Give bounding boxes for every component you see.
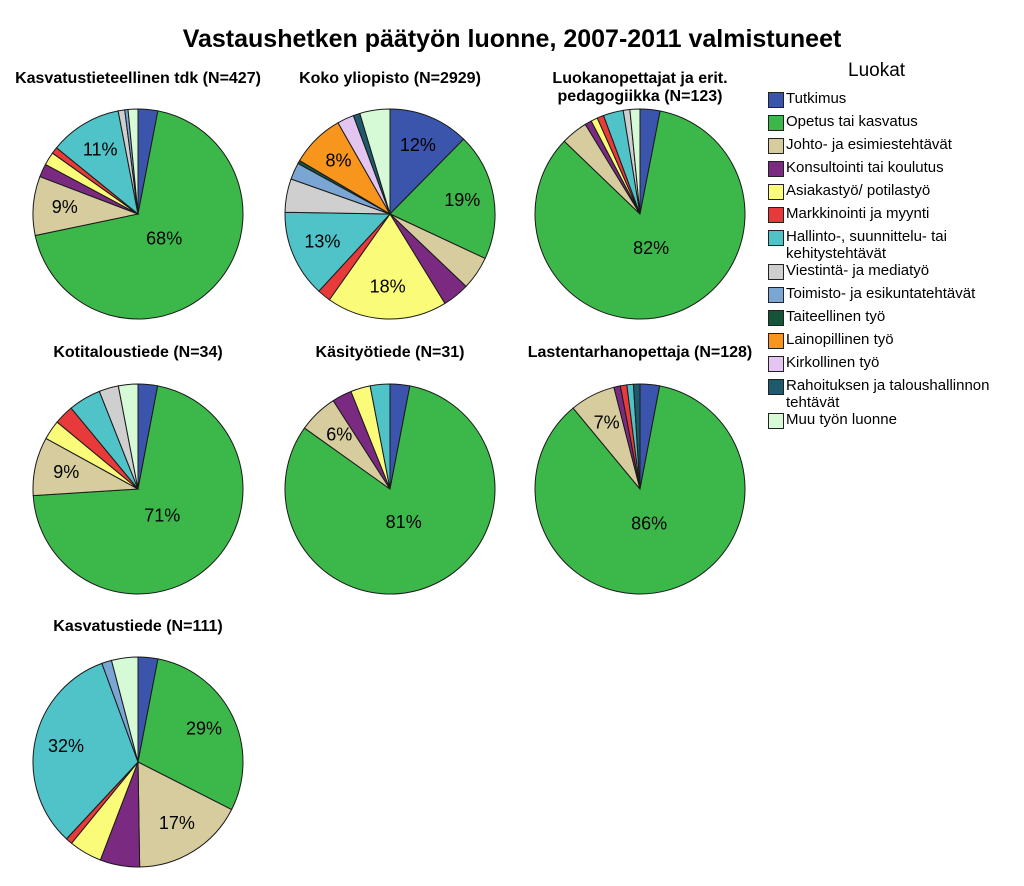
pie-chart: 29% 17% 32%: [32, 656, 244, 868]
pie-slice: [137, 658, 244, 811]
legend-item: Rahoituksen ja taloushallinnon tehtävät: [766, 377, 1016, 411]
pie-slice: [284, 385, 496, 595]
pie-slice: [389, 108, 465, 216]
legend-swatch: [768, 413, 784, 429]
legend-swatch: [768, 207, 784, 223]
pie-title: Kotitaloustiede (N=34): [53, 344, 223, 361]
pie-chart: 71% 9%: [32, 383, 244, 595]
legend-item: Kirkollinen työ: [766, 354, 1016, 377]
slice-label: 81%: [386, 512, 422, 532]
slice-label: 6%: [326, 425, 352, 445]
slice-label: 11%: [83, 140, 118, 160]
pie-slice: [369, 383, 391, 490]
legend-label: Kirkollinen työ: [786, 354, 880, 371]
pie-slice: [359, 108, 391, 215]
slice-label: 82%: [633, 238, 669, 258]
pie-chart: 81% 6%: [284, 383, 496, 595]
pie-slice: [389, 138, 496, 260]
slice-label: 29%: [186, 718, 222, 738]
pie-title: Kasvatustieteellinen tdk (N=427): [15, 70, 261, 87]
slice-label: 7%: [594, 412, 620, 432]
pie-title: Käsityötiede (N=31): [315, 344, 465, 361]
legend-item: Markkinointi ja myynti: [766, 205, 1016, 228]
legend-item: Hallinto-, suunnittelu- tai kehitystehtä…: [766, 228, 1016, 262]
slice-label: 19%: [444, 190, 480, 210]
legend: Luokat Tutkimus Opetus tai kasvatus Johto-…: [766, 60, 1016, 434]
slice-label: 86%: [631, 513, 667, 533]
pie-title: Kasvatustiede (N=111): [53, 618, 223, 635]
legend-swatch: [768, 92, 784, 108]
slice-label: 17%: [159, 813, 195, 833]
legend-item: Lainopillinen työ: [766, 331, 1016, 354]
slice-label: 9%: [53, 462, 79, 482]
legend-swatch: [768, 379, 784, 395]
pie-slice: [632, 383, 641, 490]
legend-items: Tutkimus Opetus tai kasvatus Johto- ja esi…: [766, 90, 1016, 434]
legend-label: Toimisto- ja esikuntatehtävät: [786, 285, 976, 302]
pie-slice: [328, 213, 446, 320]
pie-slice: [55, 110, 139, 216]
legend-swatch: [768, 138, 784, 154]
legend-item: Muu työn luonne: [766, 411, 1016, 434]
legend-swatch: [768, 356, 784, 372]
legend-title: Luokat: [848, 60, 906, 81]
pie-chart: 12% 19% 18% 13% 8%: [284, 108, 496, 320]
chart-title: Vastaushetken päätyön luonne, 2007-2011 …: [182, 25, 842, 53]
pie-slice: [32, 385, 244, 595]
pie-slice: [629, 108, 641, 215]
pie-slice: [32, 662, 139, 840]
legend-label: Taiteellinen työ: [786, 308, 886, 325]
legend-item: Asiakastyö/ potilastyö: [766, 182, 1016, 205]
legend-label: Muu työn luonne: [786, 411, 897, 428]
legend-label: Lainopillinen työ: [786, 331, 894, 348]
pie-title: Lastentarhanopettaja (N=128): [527, 344, 753, 361]
pie-slice: [117, 383, 139, 490]
legend-swatch: [768, 161, 784, 177]
slice-label: 71%: [144, 505, 180, 525]
pie-slice: [127, 108, 139, 215]
pie-slice: [534, 385, 746, 595]
legend-swatch: [768, 264, 784, 280]
pie-slice: [284, 211, 392, 292]
pie-chart: 68% 9% 11%: [32, 108, 244, 320]
slice-label: 68%: [146, 229, 182, 249]
pie-slice: [34, 110, 244, 320]
legend-label: Johto- ja esimiestehtävät: [786, 136, 952, 153]
legend-label: Konsultointi tai koulutus: [786, 159, 944, 176]
pie-chart: 86% 7%: [534, 383, 746, 595]
legend-label: Markkinointi ja myynti: [786, 205, 930, 222]
legend-item: Tutkimus: [766, 90, 1016, 113]
legend-swatch: [768, 287, 784, 303]
pie-slice: [110, 656, 139, 763]
slice-label: 32%: [48, 736, 84, 756]
legend-label: Hallinto-, suunnittelu- tai kehitystehtä…: [786, 228, 947, 262]
legend-item: Konsultointi tai koulutus: [766, 159, 1016, 182]
legend-item: Johto- ja esimiestehtävät: [766, 136, 1016, 159]
legend-swatch: [768, 115, 784, 131]
pie-slice: [137, 761, 233, 868]
legend-swatch: [768, 184, 784, 200]
legend-label: Viestintä- ja mediatyö: [786, 262, 930, 279]
legend-label: Rahoituksen ja taloushallinnon tehtävät: [786, 377, 990, 411]
legend-item: Taiteellinen työ: [766, 308, 1016, 331]
slice-label: 8%: [325, 150, 351, 170]
pie-title: Luokanopettajat ja erit. pedagogiikka (N…: [552, 70, 728, 105]
slice-label: 13%: [304, 232, 340, 252]
legend-label: Asiakastyö/ potilastyö: [786, 182, 931, 199]
legend-swatch: [768, 310, 784, 326]
slice-label: 18%: [370, 276, 406, 296]
legend-swatch: [768, 230, 784, 246]
pie-chart: 82%: [534, 108, 746, 320]
legend-item: Toimisto- ja esikuntatehtävät: [766, 285, 1016, 308]
legend-swatch: [768, 333, 784, 349]
slice-label: 12%: [400, 135, 436, 155]
legend-label: Opetus tai kasvatus: [786, 113, 918, 130]
pie-title: Koko yliopisto (N=2929): [299, 70, 481, 87]
legend-item: Viestintä- ja mediatyö: [766, 262, 1016, 285]
pie-slice: [534, 110, 746, 320]
slice-label: 9%: [52, 197, 78, 217]
legend-item: Opetus tai kasvatus: [766, 113, 1016, 136]
legend-label: Tutkimus: [786, 90, 847, 107]
